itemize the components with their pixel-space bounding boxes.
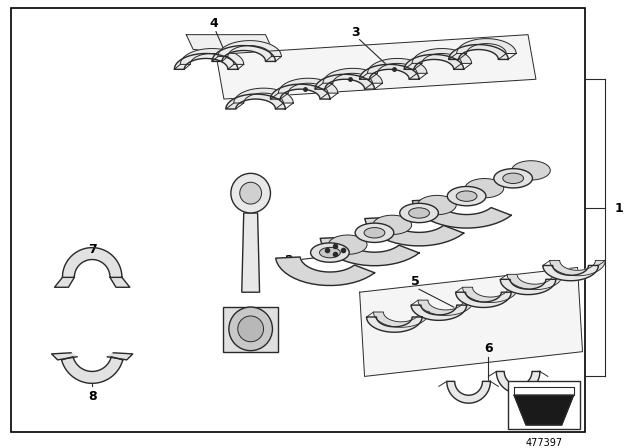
Polygon shape xyxy=(54,277,74,287)
Polygon shape xyxy=(63,248,122,277)
Polygon shape xyxy=(276,257,374,285)
Polygon shape xyxy=(108,353,132,360)
Ellipse shape xyxy=(319,247,340,258)
Ellipse shape xyxy=(373,215,412,234)
Bar xyxy=(508,381,580,429)
Ellipse shape xyxy=(355,223,394,242)
Polygon shape xyxy=(360,267,582,376)
Polygon shape xyxy=(323,69,383,83)
Circle shape xyxy=(229,307,273,351)
Text: 7: 7 xyxy=(88,243,97,256)
Polygon shape xyxy=(174,53,238,69)
Circle shape xyxy=(231,173,271,213)
Text: 477397: 477397 xyxy=(525,438,563,448)
Polygon shape xyxy=(374,312,429,327)
Ellipse shape xyxy=(447,186,486,206)
Ellipse shape xyxy=(328,235,367,254)
Polygon shape xyxy=(418,300,474,315)
Ellipse shape xyxy=(456,191,477,201)
Polygon shape xyxy=(500,280,556,295)
Polygon shape xyxy=(404,55,463,69)
Ellipse shape xyxy=(465,179,504,198)
Ellipse shape xyxy=(417,195,456,215)
Polygon shape xyxy=(360,65,419,79)
Polygon shape xyxy=(180,48,244,65)
Polygon shape xyxy=(412,199,511,228)
Circle shape xyxy=(240,182,262,204)
Polygon shape xyxy=(234,88,293,103)
Ellipse shape xyxy=(494,168,532,188)
Ellipse shape xyxy=(409,208,429,218)
Ellipse shape xyxy=(503,173,524,184)
Polygon shape xyxy=(514,388,573,395)
Polygon shape xyxy=(367,317,422,332)
Polygon shape xyxy=(543,266,598,281)
Polygon shape xyxy=(365,217,464,246)
Circle shape xyxy=(238,316,264,342)
Polygon shape xyxy=(449,45,508,60)
Text: 6: 6 xyxy=(484,342,493,355)
Polygon shape xyxy=(367,58,427,73)
Polygon shape xyxy=(457,39,516,53)
Ellipse shape xyxy=(511,161,550,180)
Polygon shape xyxy=(463,287,518,302)
Polygon shape xyxy=(315,74,374,89)
Polygon shape xyxy=(508,274,563,290)
Polygon shape xyxy=(271,84,330,99)
Polygon shape xyxy=(496,371,540,393)
Polygon shape xyxy=(456,292,511,307)
Ellipse shape xyxy=(364,228,385,238)
Polygon shape xyxy=(218,41,282,56)
Polygon shape xyxy=(61,357,123,383)
Polygon shape xyxy=(52,353,77,360)
Polygon shape xyxy=(514,395,573,425)
Text: 3: 3 xyxy=(351,26,360,39)
Polygon shape xyxy=(216,34,536,99)
Polygon shape xyxy=(411,305,467,320)
Bar xyxy=(223,307,278,352)
Polygon shape xyxy=(320,237,419,266)
Ellipse shape xyxy=(400,203,438,223)
Polygon shape xyxy=(550,261,605,276)
Text: 1: 1 xyxy=(615,202,623,215)
Polygon shape xyxy=(212,46,275,61)
Polygon shape xyxy=(110,277,130,287)
Ellipse shape xyxy=(310,243,349,262)
Polygon shape xyxy=(186,34,273,50)
Text: 2: 2 xyxy=(285,254,294,267)
Polygon shape xyxy=(226,94,285,109)
Text: 5: 5 xyxy=(411,275,419,288)
Polygon shape xyxy=(278,78,338,93)
Polygon shape xyxy=(447,381,490,403)
Text: 8: 8 xyxy=(88,390,97,403)
Text: 4: 4 xyxy=(210,17,218,30)
Polygon shape xyxy=(412,48,472,64)
Polygon shape xyxy=(242,213,260,292)
